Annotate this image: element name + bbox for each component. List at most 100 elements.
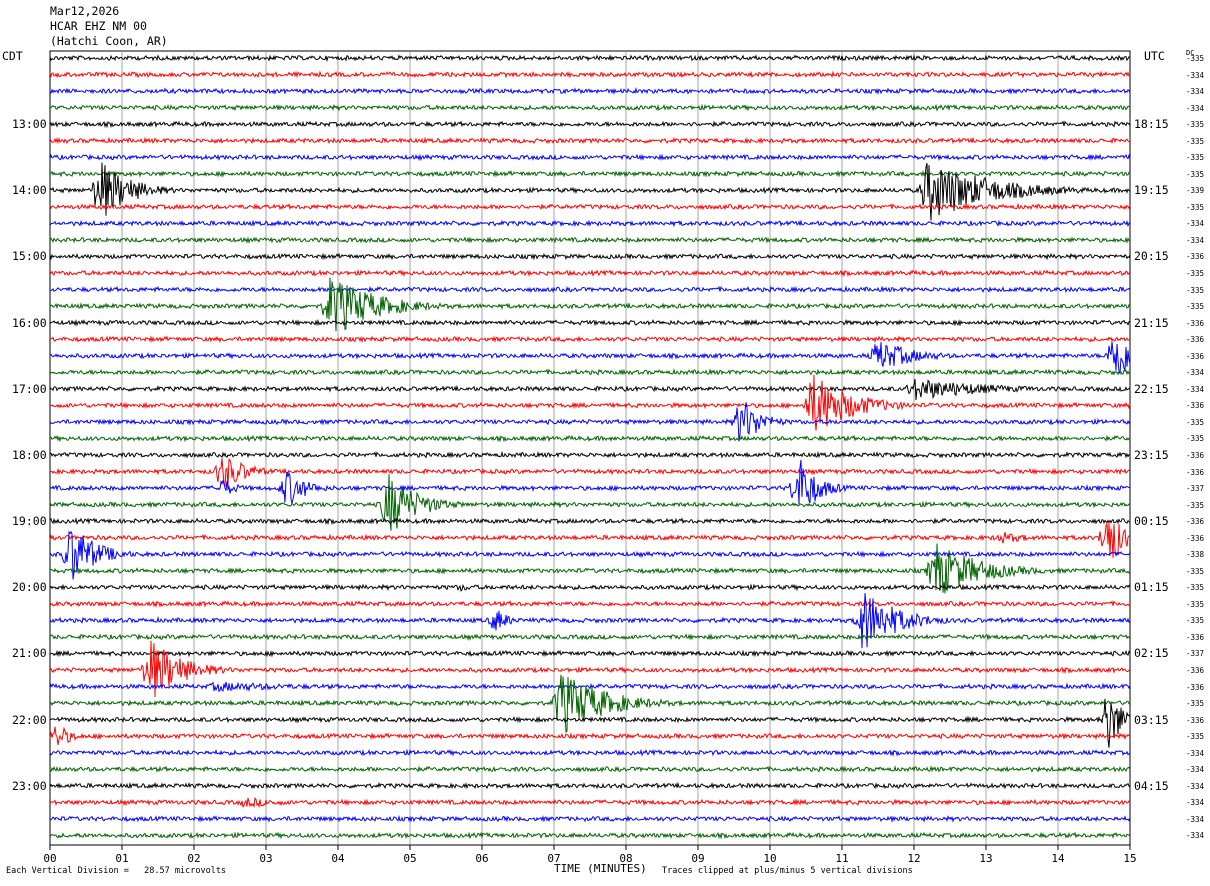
right-time-label: 00:15 — [1134, 514, 1169, 529]
trace-line — [49, 458, 1131, 487]
clip-note: Traces clipped at plus/minus 5 vertical … — [662, 866, 913, 876]
dc-offset-label: -335 — [1186, 566, 1205, 576]
trace-line — [49, 797, 1131, 809]
trace-line — [49, 640, 1131, 698]
trace-line — [49, 236, 1131, 244]
x-tick-label: 14 — [1051, 852, 1065, 865]
dc-offset-label: -336 — [1186, 450, 1205, 460]
left-time-label: 17:00 — [12, 381, 47, 396]
dc-offset-label: -335 — [1186, 616, 1205, 626]
header-station: HCAR EHZ NM 00 — [50, 19, 147, 33]
right-timezone-label: UTC — [1144, 49, 1165, 63]
trace-line — [49, 450, 1131, 459]
trace-line — [49, 831, 1131, 840]
dc-offset-label: -334 — [1186, 368, 1205, 378]
dc-offset-label: -336 — [1186, 715, 1205, 725]
dc-offset-label: -336 — [1186, 401, 1205, 411]
dc-offset-label: -335 — [1186, 599, 1205, 609]
trace-line — [49, 367, 1131, 376]
x-tick-label: 01 — [115, 852, 128, 865]
trace-line — [49, 522, 1131, 558]
dc-offset-label: -335 — [1186, 153, 1205, 163]
dc-offset-label: -334 — [1186, 814, 1205, 824]
trace-line — [49, 681, 1131, 693]
right-time-label: 18:15 — [1134, 117, 1169, 132]
dc-offset-label: -336 — [1186, 252, 1205, 262]
dc-offset-label: -335 — [1186, 417, 1205, 427]
x-tick-label: 05 — [403, 852, 416, 865]
trace-line — [49, 674, 1131, 734]
trace-line — [49, 153, 1131, 162]
x-tick-label: 08 — [619, 852, 632, 865]
plot-frame — [49, 50, 1131, 846]
dc-offset-label: -335 — [1186, 732, 1205, 742]
left-time-label: 16:00 — [12, 315, 47, 330]
trace-line — [49, 374, 1131, 431]
x-tick-label: 00 — [43, 852, 56, 865]
dc-offset-label: -335 — [1186, 302, 1205, 312]
dc-offset-label: -335 — [1186, 500, 1205, 510]
dc-offset-label: -334 — [1186, 87, 1205, 97]
dc-offset-label: -334 — [1186, 103, 1205, 113]
dc-offset-label: -334 — [1186, 765, 1205, 775]
right-time-label: 20:15 — [1134, 249, 1169, 264]
trace-line — [49, 583, 1131, 592]
right-time-label: 02:15 — [1134, 646, 1169, 661]
dc-offset-label: -336 — [1186, 467, 1205, 477]
dc-label: DC — [1186, 49, 1195, 57]
dc-offset-label: -336 — [1186, 351, 1205, 361]
dc-offset-label: -336 — [1186, 335, 1205, 345]
trace-line — [49, 814, 1131, 823]
dc-offset-label: -335 — [1186, 269, 1205, 279]
left-time-label: 19:00 — [12, 514, 47, 529]
right-time-label: 03:15 — [1134, 712, 1169, 727]
trace-line — [49, 379, 1131, 401]
trace-line — [49, 474, 1131, 531]
trace-line — [49, 103, 1131, 112]
dc-offset-label: -334 — [1186, 748, 1205, 758]
trace-line — [49, 87, 1131, 96]
right-time-label: 23:15 — [1134, 447, 1169, 462]
x-tick-label: 12 — [907, 852, 920, 865]
dc-offset-label: -335 — [1186, 285, 1205, 295]
trace-line — [49, 649, 1131, 658]
x-tick-label: 03 — [259, 852, 272, 865]
x-tick-label: 13 — [979, 852, 992, 865]
dc-offset-label: -335 — [1186, 202, 1205, 212]
trace-line — [49, 318, 1131, 327]
dc-offset-label: -335 — [1186, 120, 1205, 130]
x-axis-ticks: 00 01 02 03 04 05 06 07 08 09 10 11 12 13 14 15 — [43, 845, 1137, 865]
dc-offset-label: -337 — [1186, 649, 1205, 659]
trace-line — [49, 162, 1131, 221]
dc-offset-label: -336 — [1186, 632, 1205, 642]
dc-offset-label: -334 — [1186, 235, 1205, 245]
right-time-label: 04:15 — [1134, 778, 1169, 793]
x-tick-label: 10 — [763, 852, 776, 865]
trace-line — [49, 277, 1131, 332]
trace-line — [49, 285, 1131, 294]
dc-offset-label: -336 — [1186, 533, 1205, 543]
x-tick-label: 15 — [1123, 852, 1136, 865]
grid-lines — [121, 51, 1059, 845]
trace-line — [49, 781, 1131, 790]
trace-line — [49, 219, 1131, 228]
trace-line — [49, 120, 1131, 129]
trace-line — [49, 459, 1131, 504]
seismic-traces — [49, 54, 1131, 840]
right-time-label: 19:15 — [1134, 183, 1169, 198]
trace-line — [49, 202, 1131, 211]
trace-line — [49, 54, 1131, 63]
trace-line — [49, 748, 1131, 757]
right-time-label: 22:15 — [1134, 381, 1169, 396]
dc-offset-label: -336 — [1186, 517, 1205, 527]
trace-line — [49, 600, 1131, 608]
left-timezone-label: CDT — [2, 49, 23, 63]
dc-offset-label: -336 — [1186, 318, 1205, 328]
dc-offset-label: -334 — [1186, 831, 1205, 841]
trace-line — [49, 268, 1131, 278]
dc-offset-label: -335 — [1186, 699, 1205, 709]
trace-line — [49, 402, 1131, 442]
left-time-label: 15:00 — [12, 249, 47, 264]
left-time-label: 20:00 — [12, 580, 47, 595]
